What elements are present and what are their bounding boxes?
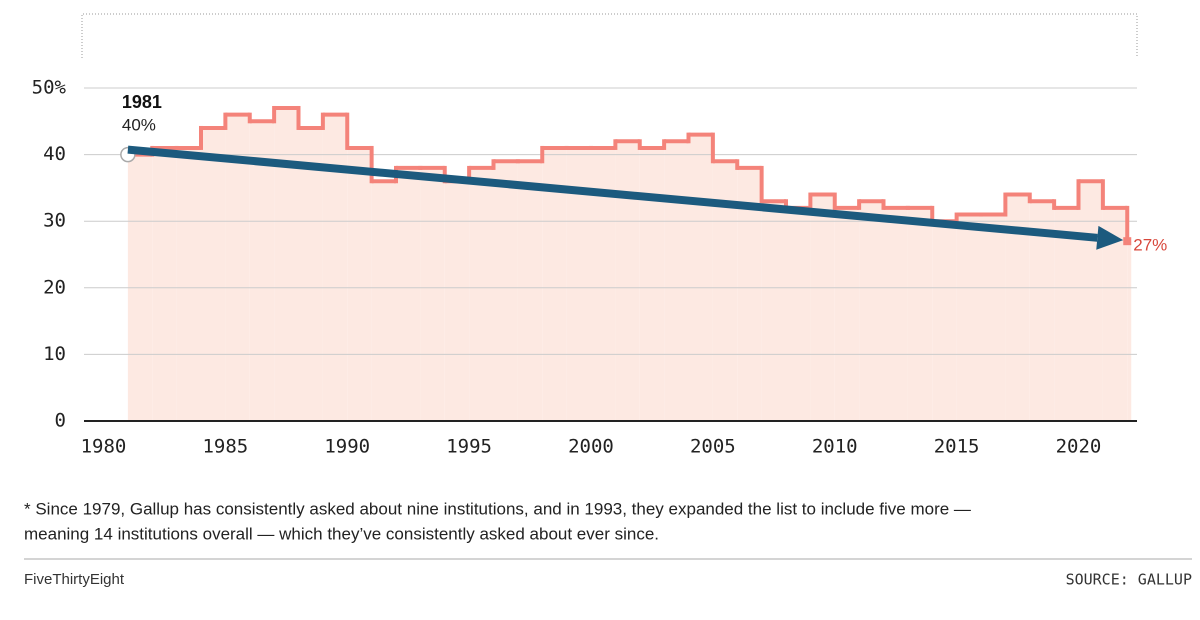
x-tick-label: 1995 bbox=[446, 436, 492, 458]
x-tick-label: 2000 bbox=[568, 436, 614, 458]
y-tick-label: 10 bbox=[43, 343, 66, 365]
y-tick-label: 0 bbox=[55, 410, 66, 432]
area bbox=[517, 161, 543, 421]
trend-arrowhead bbox=[1096, 225, 1124, 250]
area bbox=[907, 207, 933, 421]
area bbox=[615, 141, 640, 421]
start-year-label: 1981 bbox=[122, 92, 162, 112]
credit: FiveThirtyEight bbox=[24, 571, 125, 588]
area bbox=[201, 127, 226, 422]
x-tick-label: 1985 bbox=[202, 436, 248, 458]
x-tick-label: 2020 bbox=[1056, 436, 1102, 458]
area bbox=[420, 167, 445, 421]
area bbox=[1127, 241, 1132, 421]
area bbox=[176, 147, 201, 421]
area bbox=[542, 147, 567, 421]
footnote: meaning 14 institutions overall — which … bbox=[24, 524, 659, 543]
x-tick-label: 1990 bbox=[324, 436, 370, 458]
area bbox=[493, 161, 518, 421]
area bbox=[225, 114, 250, 421]
area bbox=[981, 214, 1006, 421]
x-tick-label: 2015 bbox=[934, 436, 980, 458]
y-tick-label: 30 bbox=[43, 210, 66, 232]
area bbox=[761, 201, 786, 421]
area bbox=[444, 181, 470, 421]
area bbox=[371, 181, 396, 421]
area bbox=[249, 121, 275, 422]
area bbox=[664, 141, 689, 421]
end-marker bbox=[1123, 237, 1132, 246]
y-tick-label: 20 bbox=[43, 276, 66, 298]
area bbox=[956, 214, 981, 421]
area bbox=[1054, 207, 1079, 421]
source: SOURCE: GALLUP bbox=[1066, 571, 1192, 589]
area bbox=[810, 194, 835, 421]
x-tick-label: 2005 bbox=[690, 436, 736, 458]
area bbox=[1078, 181, 1103, 421]
area bbox=[469, 167, 494, 421]
trend-line bbox=[127, 145, 1098, 242]
area bbox=[932, 221, 957, 421]
area bbox=[152, 147, 177, 421]
area bbox=[688, 134, 713, 421]
x-tick-label: 2010 bbox=[812, 436, 858, 458]
area bbox=[347, 147, 372, 421]
x-tick-label: 1980 bbox=[81, 436, 127, 458]
y-tick-label: 40 bbox=[43, 143, 66, 165]
area bbox=[1029, 201, 1055, 421]
footnote: * Since 1979, Gallup has consistently as… bbox=[24, 499, 971, 518]
area bbox=[396, 167, 421, 421]
area bbox=[834, 207, 860, 421]
y-tick-label: 50% bbox=[32, 77, 67, 99]
value-label: 40% bbox=[122, 115, 156, 134]
area bbox=[883, 207, 908, 421]
area bbox=[859, 201, 884, 421]
area bbox=[786, 207, 811, 421]
area bbox=[322, 114, 348, 421]
area bbox=[298, 127, 323, 422]
value-label: 27% bbox=[1133, 236, 1167, 255]
area bbox=[639, 147, 665, 421]
header-box bbox=[81, 13, 1138, 58]
